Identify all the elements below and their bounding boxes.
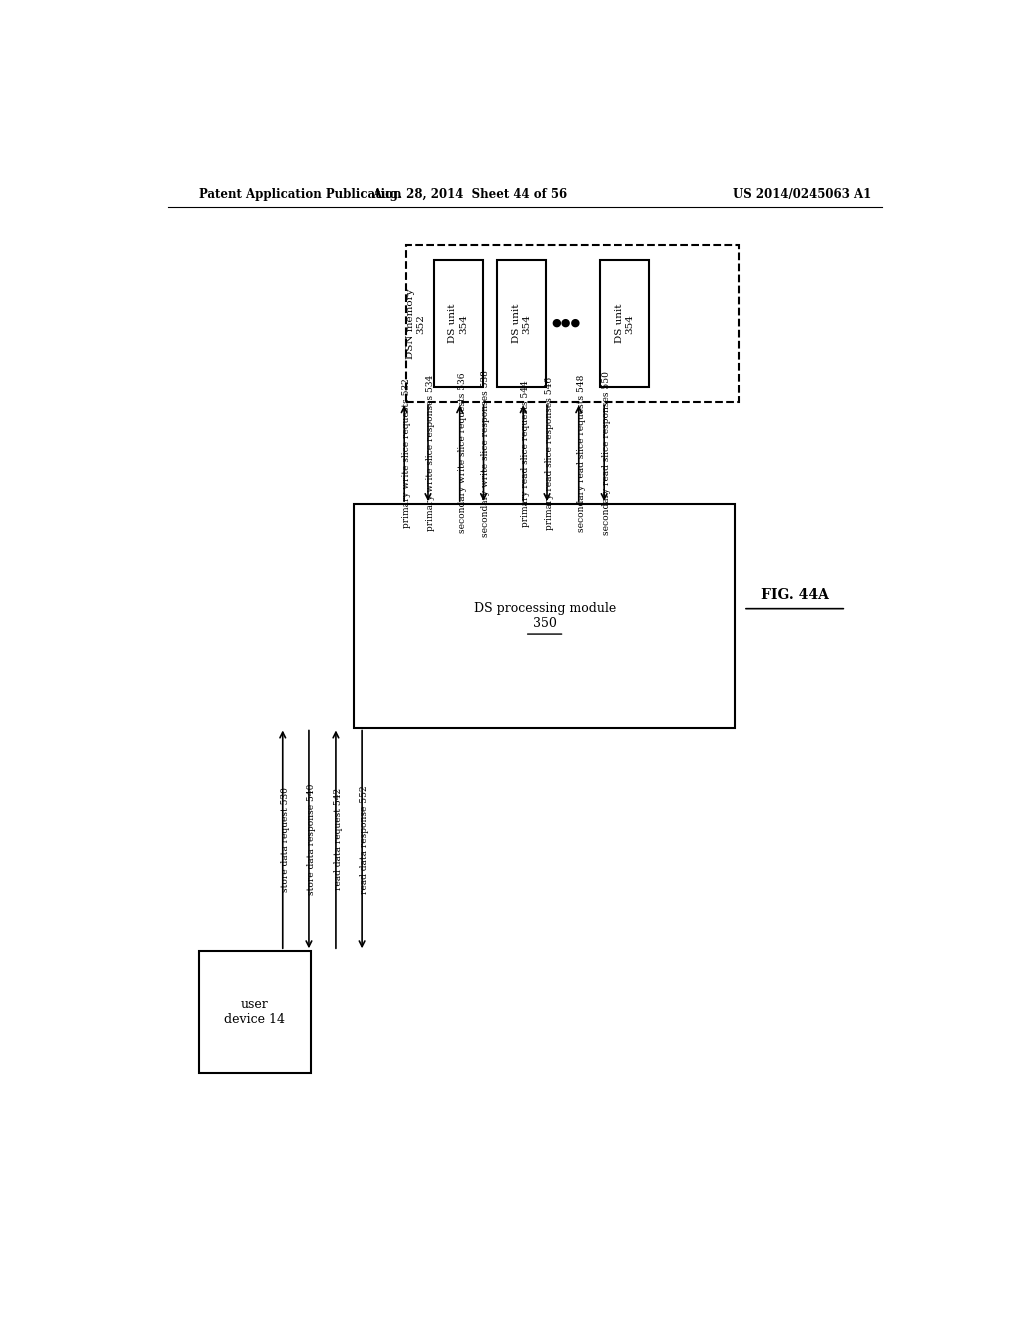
Text: DS processing module
350: DS processing module 350	[473, 602, 615, 630]
Bar	[600, 260, 649, 387]
Text: primary read slice responses 546: primary read slice responses 546	[545, 376, 554, 529]
Text: FIG. 44A: FIG. 44A	[761, 589, 828, 602]
Text: secondary read slice responses 550: secondary read slice responses 550	[602, 371, 611, 535]
Text: store data response 540: store data response 540	[307, 784, 315, 895]
Text: read data request 542: read data request 542	[334, 788, 343, 891]
Text: read data response 552: read data response 552	[360, 785, 369, 894]
Text: ●●●: ●●●	[552, 318, 581, 329]
Text: US 2014/0245063 A1: US 2014/0245063 A1	[733, 189, 871, 202]
Text: secondary read slice requests 548: secondary read slice requests 548	[577, 375, 586, 532]
Text: secondary write slice responses 538: secondary write slice responses 538	[481, 370, 490, 537]
Text: DSN memory
352: DSN memory 352	[406, 288, 425, 359]
Bar	[497, 260, 546, 387]
Bar	[354, 504, 735, 727]
Text: store data request 530: store data request 530	[281, 787, 290, 892]
Text: secondary write slice requests 536: secondary write slice requests 536	[458, 374, 467, 533]
Bar	[433, 260, 482, 387]
Text: primary write slice responses 534: primary write slice responses 534	[426, 375, 435, 531]
Text: DS unit
354: DS unit 354	[615, 304, 635, 343]
Text: user
device 14: user device 14	[224, 998, 286, 1026]
Text: Patent Application Publication: Patent Application Publication	[200, 189, 402, 202]
Bar	[406, 244, 739, 403]
Text: DS unit
354: DS unit 354	[449, 304, 468, 343]
Bar	[200, 952, 310, 1073]
Text: DS unit
354: DS unit 354	[512, 304, 531, 343]
Text: Aug. 28, 2014  Sheet 44 of 56: Aug. 28, 2014 Sheet 44 of 56	[372, 189, 567, 202]
Text: primary read slice requests 544: primary read slice requests 544	[521, 380, 530, 527]
Text: primary write slice requests 532: primary write slice requests 532	[402, 379, 411, 528]
